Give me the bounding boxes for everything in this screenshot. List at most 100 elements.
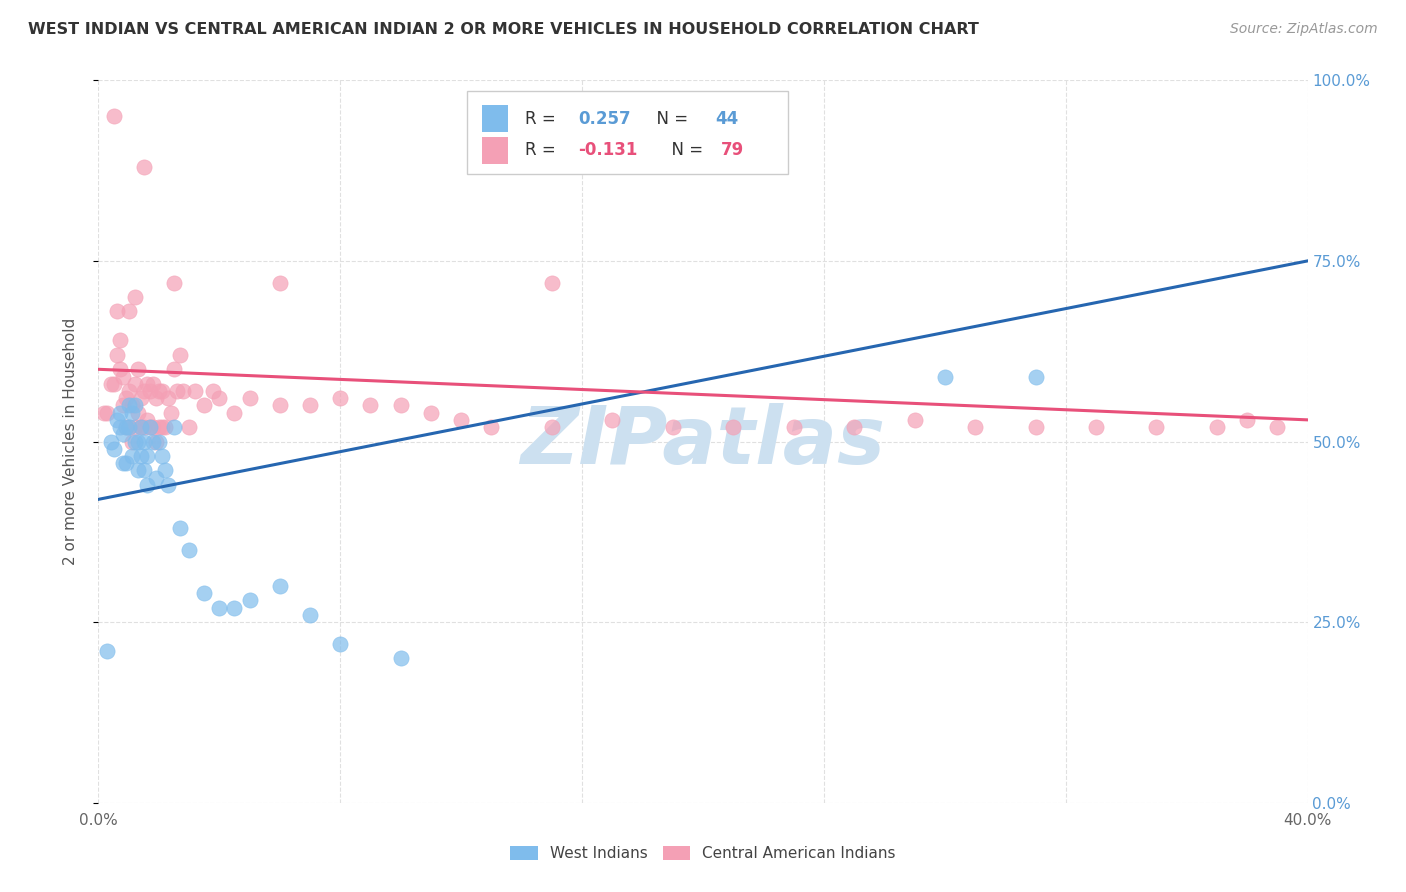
Text: Source: ZipAtlas.com: Source: ZipAtlas.com [1230,22,1378,37]
Point [114,456,136,470]
Point [224,600,246,615]
Point [132,463,155,477]
Point [1267,420,1289,434]
Text: 79: 79 [721,141,744,160]
Point [135,478,157,492]
Point [179,420,201,434]
Point [150,384,173,398]
Point [329,637,352,651]
Point [114,420,136,434]
Point [1144,420,1167,434]
Point [156,391,179,405]
Point [540,420,562,434]
Point [124,434,146,449]
Point [139,420,162,434]
Point [1085,420,1108,434]
Point [121,406,143,420]
Text: ZIPatlas: ZIPatlas [520,402,886,481]
Point [121,398,143,412]
Point [111,398,134,412]
Point [329,391,352,405]
Point [132,160,155,174]
Point [108,406,131,420]
Point [148,384,170,398]
Point [269,398,291,412]
FancyBboxPatch shape [482,105,509,132]
Point [127,463,149,477]
Point [150,420,173,434]
Point [1024,369,1046,384]
Point [160,406,183,420]
Point [132,420,155,434]
Point [1024,420,1046,434]
Point [100,434,122,449]
Point [481,420,503,434]
Text: WEST INDIAN VS CENTRAL AMERICAN INDIAN 2 OR MORE VEHICLES IN HOUSEHOLD CORRELATI: WEST INDIAN VS CENTRAL AMERICAN INDIAN 2… [28,22,979,37]
Point [602,413,624,427]
Text: -0.131: -0.131 [578,141,638,160]
Point [135,449,157,463]
Point [904,413,927,427]
Point [118,384,141,398]
Text: N =: N = [661,141,709,160]
Point [179,542,201,557]
Point [118,420,141,434]
Point [129,420,152,434]
Point [96,406,118,420]
Point [105,348,128,362]
Point [169,348,191,362]
Point [202,384,225,398]
Point [239,391,262,405]
Point [169,521,191,535]
Point [121,434,143,449]
Point [103,376,125,391]
Point [172,384,194,398]
Point [150,449,173,463]
Point [450,413,472,427]
Point [193,398,215,412]
Point [129,420,152,434]
FancyBboxPatch shape [482,136,509,164]
Point [118,398,141,412]
Point [153,463,176,477]
Point [193,586,215,600]
Point [135,376,157,391]
Point [103,110,125,124]
Point [108,420,131,434]
Point [224,406,246,420]
Point [965,420,987,434]
Point [299,398,322,412]
Point [239,593,262,607]
Point [127,434,149,449]
Point [139,420,162,434]
Point [139,384,162,398]
Point [111,369,134,384]
Y-axis label: 2 or more Vehicles in Household: 2 or more Vehicles in Household [63,318,77,566]
Point [132,434,155,449]
Point [124,420,146,434]
Point [127,362,149,376]
Point [142,376,165,391]
Point [93,406,115,420]
Point [108,362,131,376]
Point [269,276,291,290]
Point [111,456,134,470]
Point [661,420,683,434]
Point [118,304,141,318]
Point [129,391,152,405]
Point [783,420,806,434]
Point [124,398,146,412]
Point [420,406,443,420]
Point [114,420,136,434]
Point [118,420,141,434]
Point [127,406,149,420]
Point [540,276,562,290]
Point [269,579,291,593]
Point [1206,420,1229,434]
Legend: West Indians, Central American Indians: West Indians, Central American Indians [503,840,903,867]
Point [389,398,412,412]
Text: 0.257: 0.257 [578,110,631,128]
Point [142,434,165,449]
Text: N =: N = [647,110,693,128]
Point [208,391,231,405]
